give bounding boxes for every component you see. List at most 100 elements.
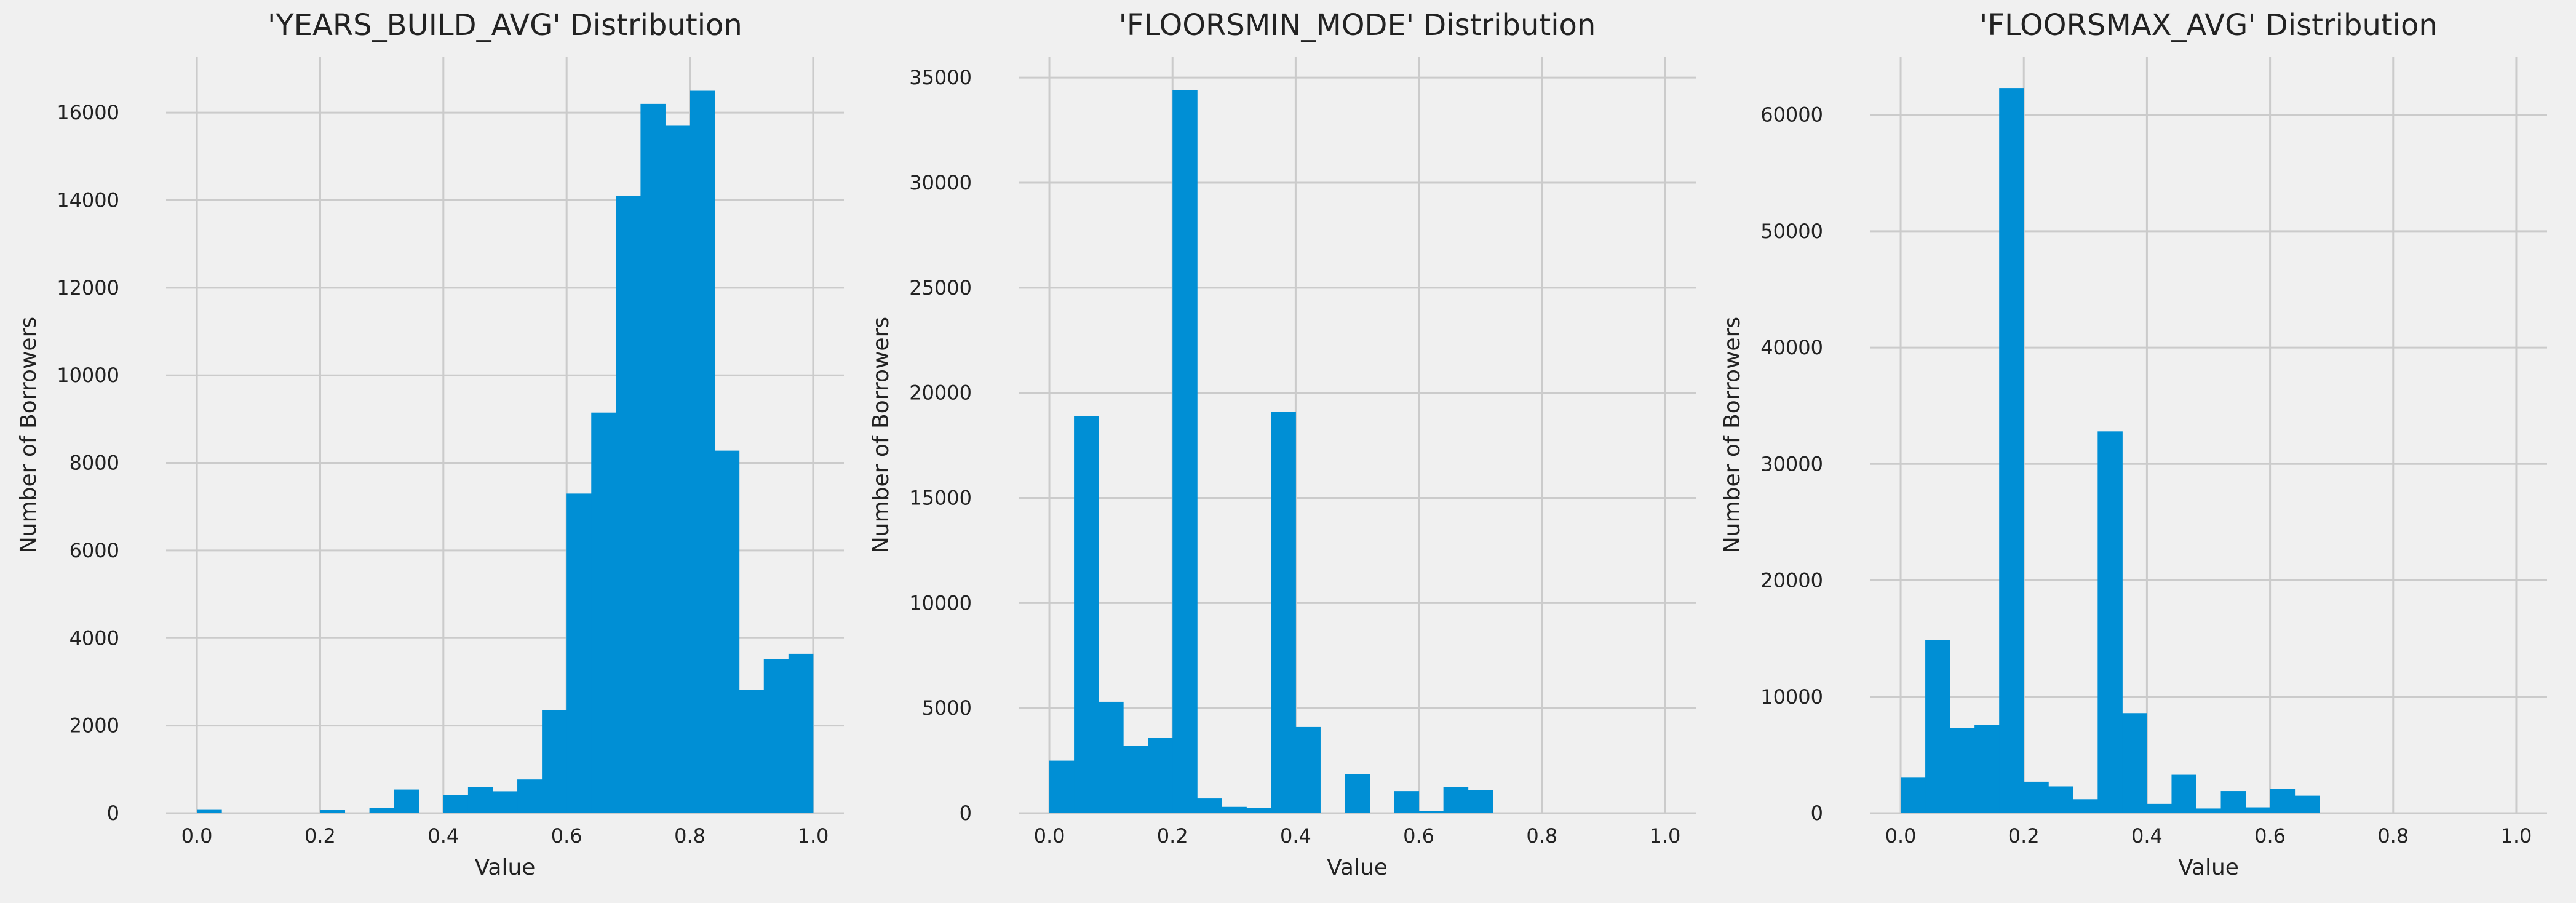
histogram-bar	[369, 808, 395, 813]
histogram-bar	[394, 789, 419, 813]
x-tick-label: 0.8	[2377, 824, 2409, 848]
histogram-bar	[2097, 431, 2123, 813]
y-tick-label: 4000	[70, 626, 119, 650]
y-tick-label: 20000	[909, 381, 972, 405]
histogram-bar	[1418, 811, 1444, 813]
y-tick-label: 20000	[1760, 569, 1823, 592]
histogram-bar	[1974, 725, 2000, 813]
histogram-bar	[2073, 799, 2098, 813]
x-tick-label: 0.6	[1403, 824, 1434, 848]
histogram-bar	[1901, 777, 1926, 813]
x-tick-label: 0.6	[551, 824, 582, 848]
histogram-bar	[788, 653, 814, 813]
y-tick-label: 15000	[909, 487, 972, 510]
x-tick-label: 0.4	[2131, 824, 2163, 848]
y-axis-label: Number of Borrowers	[869, 317, 894, 553]
histogram-bar	[2220, 791, 2246, 813]
histogram-bar	[2147, 803, 2172, 813]
chart-title: 'FLOORSMAX_AVG' Distribution	[1979, 8, 2438, 42]
histogram-bar	[2270, 789, 2296, 813]
x-tick-label: 0.8	[674, 824, 706, 848]
x-axis-label: Value	[475, 855, 536, 880]
histogram-bar	[1950, 728, 1975, 813]
histogram-bar	[2024, 781, 2049, 813]
histogram-bar	[1123, 746, 1148, 813]
y-tick-label: 6000	[70, 539, 119, 562]
x-tick-label: 1.0	[797, 824, 829, 848]
histogram-bar	[739, 690, 765, 813]
histogram-bar	[2122, 713, 2147, 813]
histogram-bar	[640, 103, 666, 813]
histogram-bar	[1345, 774, 1370, 813]
histogram-bar	[443, 795, 469, 813]
histogram-bar	[2294, 795, 2320, 813]
histogram-bar	[591, 412, 616, 813]
histogram-bar	[763, 659, 789, 813]
y-tick-label: 50000	[1760, 220, 1823, 243]
histogram-bar	[1925, 640, 1950, 813]
x-axis-label: Value	[1327, 855, 1388, 880]
y-tick-label: 5000	[922, 696, 972, 720]
histogram-bar	[1999, 88, 2024, 814]
x-tick-label: 1.0	[2501, 824, 2532, 848]
histogram-bar	[690, 90, 715, 813]
y-tick-label: 0	[107, 802, 119, 825]
histogram-bar	[197, 809, 222, 813]
histogram-bar	[1246, 808, 1271, 813]
x-tick-label: 0.0	[1885, 824, 1917, 848]
histogram-bar	[1222, 806, 1247, 813]
histogram-bar	[517, 779, 543, 813]
chart-1: 0.0 0.2 0.4 0.6 0.8 1.0 0 2000 4000 6000 8000 10000…	[16, 8, 844, 880]
histogram-bar	[1172, 90, 1198, 814]
histogram-bar	[2245, 807, 2271, 813]
x-tick-label: 0.4	[427, 824, 459, 848]
y-tick-label: 10000	[909, 591, 972, 615]
y-tick-label: 35000	[909, 66, 972, 89]
histogram-bar	[1443, 787, 1469, 813]
chart-title: 'YEARS_BUILD_AVG' Distribution	[268, 8, 742, 42]
histogram-bar	[320, 810, 346, 813]
x-tick-label: 0.0	[1034, 824, 1065, 848]
histogram-bar	[2048, 786, 2073, 813]
x-tick-label: 0.4	[1280, 824, 1311, 848]
chart-2: 0.0 0.2 0.4 0.6 0.8 1.0 0 5000 10000 15000 20000 25…	[869, 8, 1696, 880]
histogram-bar	[467, 787, 493, 813]
histogram-bar	[1197, 798, 1222, 813]
x-tick-label: 0.2	[304, 824, 336, 848]
histogram-bar	[714, 450, 740, 813]
y-tick-label: 10000	[1760, 685, 1823, 709]
chart-3: 0.0 0.2 0.4 0.6 0.8 1.0 0 10000 20000 30000 40000 5…	[1720, 8, 2547, 880]
y-tick-label: 0	[960, 802, 972, 825]
x-tick-label: 0.2	[1157, 824, 1188, 848]
charts-group: 0.0 0.2 0.4 0.6 0.8 1.0 0 2000 4000 6000 8000 10000…	[16, 8, 2547, 880]
y-tick-label: 60000	[1760, 103, 1823, 127]
chart-title: 'FLOORSMIN_MODE' Distribution	[1119, 8, 1596, 42]
histogram-bar	[616, 196, 641, 814]
y-tick-label: 0	[1811, 802, 1823, 825]
y-tick-label: 10000	[57, 364, 119, 387]
y-tick-label: 12000	[57, 276, 119, 300]
y-tick-label: 16000	[57, 101, 119, 124]
histogram-bar	[1394, 791, 1420, 813]
histogram-bar	[1468, 790, 1493, 813]
histogram-bar	[1074, 416, 1099, 813]
histogram-bar	[566, 493, 592, 813]
histogram-bar	[665, 125, 691, 813]
y-tick-label: 25000	[909, 276, 972, 300]
y-tick-label: 8000	[70, 451, 119, 475]
y-tick-label: 40000	[1760, 336, 1823, 359]
x-tick-label: 0.0	[181, 824, 213, 848]
y-tick-label: 2000	[70, 714, 119, 738]
x-tick-label: 0.6	[2254, 824, 2286, 848]
histogram-bar	[2196, 808, 2222, 813]
y-axis-label: Number of Borrowers	[1720, 317, 1745, 553]
x-tick-label: 0.8	[1526, 824, 1557, 848]
histogram-bar	[1148, 738, 1173, 813]
y-tick-label: 30000	[1760, 452, 1823, 475]
histogram-bar	[1271, 412, 1296, 813]
histogram-bar	[1049, 760, 1075, 813]
histogram-bar	[1099, 701, 1124, 813]
y-tick-label: 30000	[909, 171, 972, 194]
y-axis-label: Number of Borrowers	[16, 317, 41, 553]
